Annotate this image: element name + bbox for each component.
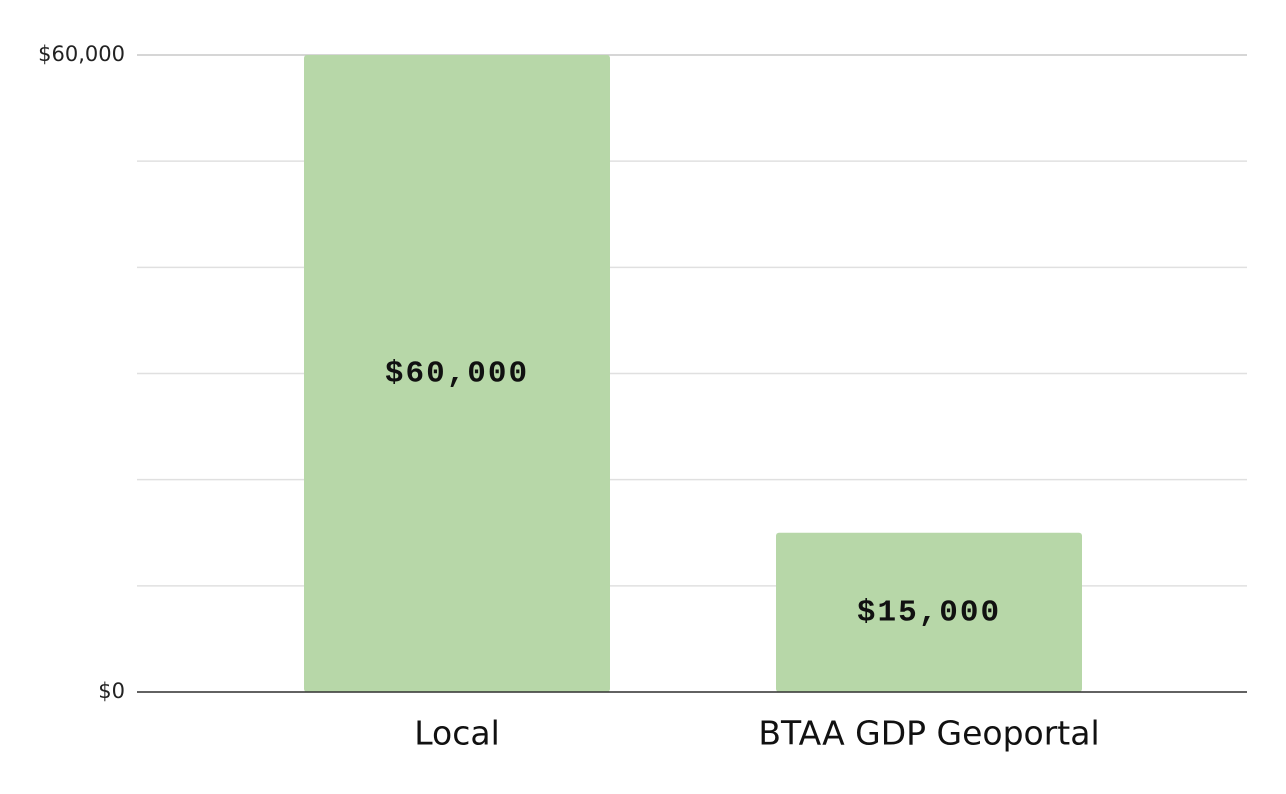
- x-tick-label: Local: [414, 714, 500, 753]
- value-label: $15,000: [857, 596, 1001, 631]
- bar: [304, 55, 610, 692]
- value-label: $60,000: [385, 357, 529, 392]
- y-tick-label: $60,000: [38, 42, 125, 66]
- x-tick-label: BTAA GDP Geoportal: [758, 714, 1099, 753]
- bar: [776, 532, 1082, 692]
- y-tick-label: $0: [98, 679, 125, 703]
